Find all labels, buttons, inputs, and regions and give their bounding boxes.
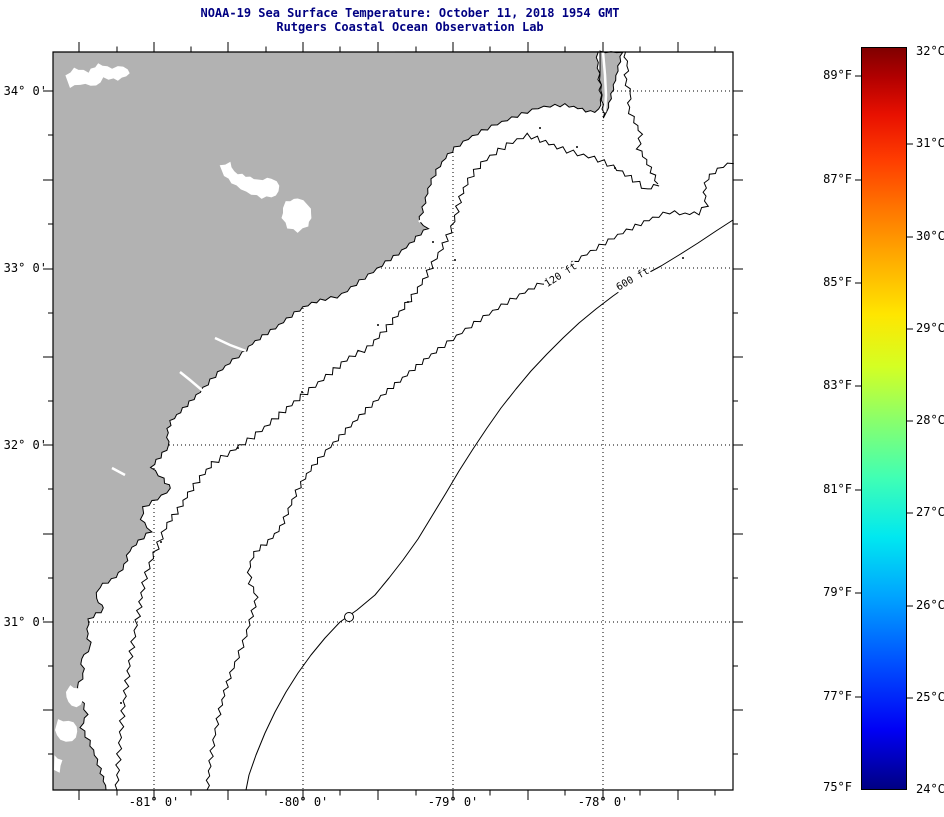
y-axis-label: 32° 0' <box>3 438 47 452</box>
cloud-patch <box>65 63 130 88</box>
island-speck <box>160 541 162 543</box>
colorbar-c-label: 27°C <box>916 505 944 519</box>
colorbar-c-label: 32°C <box>916 44 944 58</box>
contour-60ft <box>114 132 660 791</box>
axis-ticks <box>43 42 743 800</box>
colorbar-c-label: 30°C <box>916 229 944 243</box>
cape-fear-river <box>601 51 608 113</box>
cloud-patch <box>55 719 78 742</box>
title-line1: NOAA-19 Sea Surface Temperature: October… <box>200 6 620 20</box>
river-channel <box>179 371 204 392</box>
island-speck <box>432 241 434 243</box>
x-axis-label: -81° 0' <box>128 795 180 809</box>
title-line2: Rutgers Coastal Ocean Observation Lab <box>276 20 544 34</box>
colorbar-f-label: 83°F <box>823 378 852 392</box>
plot-title: NOAA-19 Sea Surface Temperature: October… <box>53 6 767 34</box>
colorbar-f-label: 75°F <box>823 780 852 794</box>
colorbar-f-label: 89°F <box>823 68 852 82</box>
island-speck <box>377 324 379 326</box>
x-axis-label: -80° 0' <box>277 795 329 809</box>
land-polygon <box>52 51 603 791</box>
cloud-patch <box>66 685 84 708</box>
river-channel <box>418 201 439 223</box>
river-channel <box>111 466 126 477</box>
x-axis-label: -79° 0' <box>427 795 479 809</box>
x-axis-label: -78° 0' <box>577 795 629 809</box>
colorbar-c-label: 24°C <box>916 782 944 796</box>
island-speck <box>539 127 541 129</box>
colorbar-f-label: 85°F <box>823 275 852 289</box>
axes-frame <box>52 51 734 791</box>
cloud-patch <box>54 755 63 773</box>
y-axis-label: 34° 0' <box>3 84 47 98</box>
island-speck <box>614 167 616 169</box>
island-speck <box>682 257 684 259</box>
colorbar-f-label: 81°F <box>823 482 852 496</box>
colorbar-c-label: 28°C <box>916 413 944 427</box>
island-speck <box>120 702 122 704</box>
colorbar <box>861 47 907 790</box>
cloud-patch <box>281 198 312 233</box>
island-speck <box>576 146 578 148</box>
island-speck <box>407 301 409 303</box>
colorbar-f-label: 77°F <box>823 689 852 703</box>
colorbar-c-label: 25°C <box>916 690 944 704</box>
river-channel <box>214 336 247 353</box>
colorbar-ticks <box>855 75 913 699</box>
station-marker <box>344 612 354 622</box>
island-speck <box>237 447 239 449</box>
colorbar-c-label: 31°C <box>916 136 944 150</box>
colorbar-c-label: 26°C <box>916 598 944 612</box>
colorbar-c-label: 29°C <box>916 321 944 335</box>
y-axis-label: 33° 0' <box>3 261 47 275</box>
contour-120ft <box>205 162 734 791</box>
island-speck <box>454 259 456 261</box>
colorbar-f-label: 87°F <box>823 172 852 186</box>
cloud-patch <box>219 161 280 199</box>
island-speck <box>301 391 303 393</box>
contour-600ft <box>245 219 734 791</box>
y-axis-label: 31° 0' <box>3 615 47 629</box>
colorbar-f-label: 79°F <box>823 585 852 599</box>
barrier-islands <box>623 51 659 185</box>
